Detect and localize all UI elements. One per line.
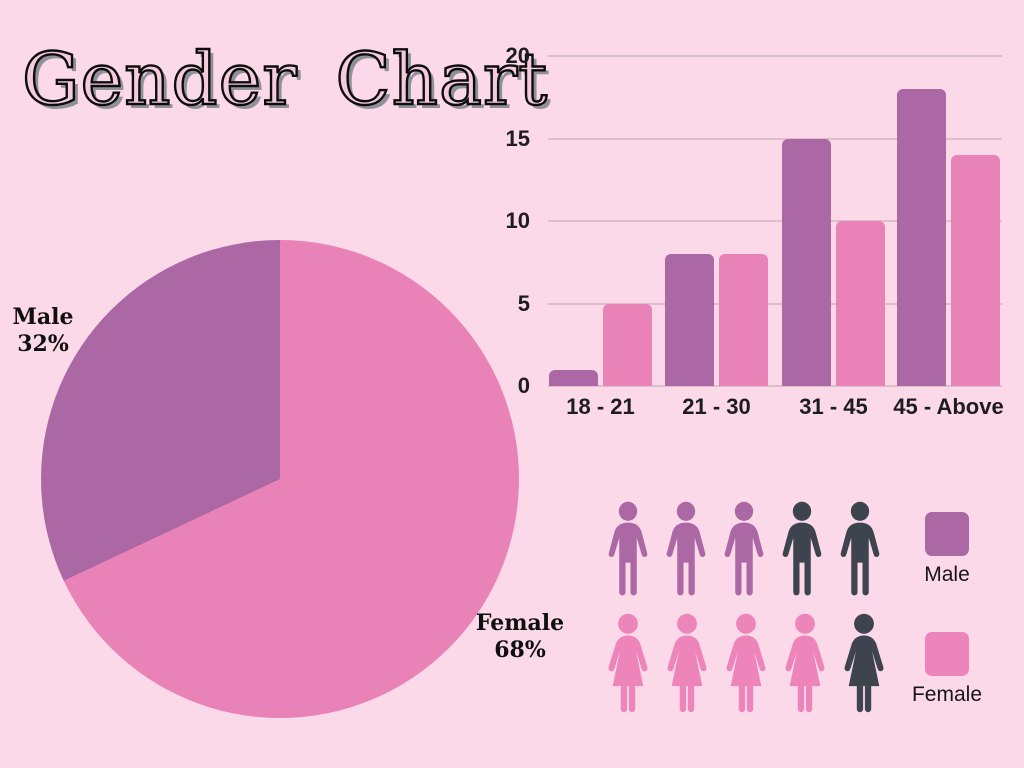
gridline-20 xyxy=(548,55,1002,57)
bar-chart-plot: 18 - 21 21 - 30 31 - 45 45 - Above xyxy=(548,55,1004,419)
female-bar-31-45 xyxy=(836,221,885,386)
legend-item-female: Female xyxy=(902,632,992,706)
female-person-icon xyxy=(608,613,648,713)
x-tick-label-31-45: 31 - 45 xyxy=(799,394,868,419)
male-person-icon xyxy=(782,501,822,596)
male-swatch-icon xyxy=(925,512,969,556)
female-person-icon xyxy=(726,613,766,713)
pie-label-female: Female 68% xyxy=(465,610,575,664)
female-swatch-icon xyxy=(925,632,969,676)
legend-label-female: Female xyxy=(911,683,983,706)
male-bar-45-Above xyxy=(897,89,946,386)
pie-label-male: Male 32% xyxy=(0,304,98,358)
pie-label-male-name: Male xyxy=(12,304,74,330)
female-bar-45-Above xyxy=(951,155,1000,386)
gridline-10 xyxy=(548,220,1002,222)
x-tick-label-45-Above: 45 - Above xyxy=(893,394,1004,419)
male-person-icon xyxy=(608,501,648,596)
pie-chart xyxy=(41,240,519,718)
pie-label-female-name: Female xyxy=(475,610,565,636)
male-person-icon xyxy=(724,501,764,596)
male-bar-18-21 xyxy=(549,369,598,386)
female-person-icon xyxy=(667,613,707,713)
bar-chart-y-axis: 0 5 10 15 20 xyxy=(490,44,536,398)
pictogram-row-female xyxy=(601,612,891,716)
bar-group-18-21: 18 - 21 xyxy=(549,56,652,419)
gridline-15 xyxy=(548,137,1002,140)
pie-label-male-pct: 32% xyxy=(17,331,69,358)
legend-item-male: Male xyxy=(902,512,992,586)
y-tick-label-5: 5 xyxy=(517,290,530,316)
female-bar-21-30 xyxy=(719,254,768,386)
male-person-icon xyxy=(666,501,706,596)
x-tick-label-21-30: 21 - 30 xyxy=(682,394,751,419)
female-bar-18-21 xyxy=(603,303,652,386)
y-tick-label-0: 0 xyxy=(517,373,530,398)
male-bar-21-30 xyxy=(665,254,714,386)
bar-group-21-30: 21 - 30 xyxy=(665,56,768,419)
pie-label-female-pct: 68% xyxy=(494,637,546,664)
male-bar-31-45 xyxy=(782,138,831,386)
y-tick-label-20: 20 xyxy=(505,43,530,68)
female-person-icon xyxy=(844,613,884,713)
male-person-icon xyxy=(840,501,880,596)
x-tick-label-18-21: 18 - 21 xyxy=(566,394,635,419)
gridline-0 xyxy=(548,385,1002,387)
bar-group-45-Above: 45 - Above xyxy=(893,56,1004,419)
pictogram-row-male xyxy=(603,500,885,600)
legend-label-male: Male xyxy=(924,563,970,586)
bar-group-31-45: 31 - 45 xyxy=(782,56,885,419)
gridline-5 xyxy=(548,302,1002,305)
y-tick-label-15: 15 xyxy=(505,125,530,151)
y-tick-label-10: 10 xyxy=(505,208,530,233)
female-person-icon xyxy=(785,613,825,713)
page-title: Gender Chart xyxy=(21,37,549,121)
